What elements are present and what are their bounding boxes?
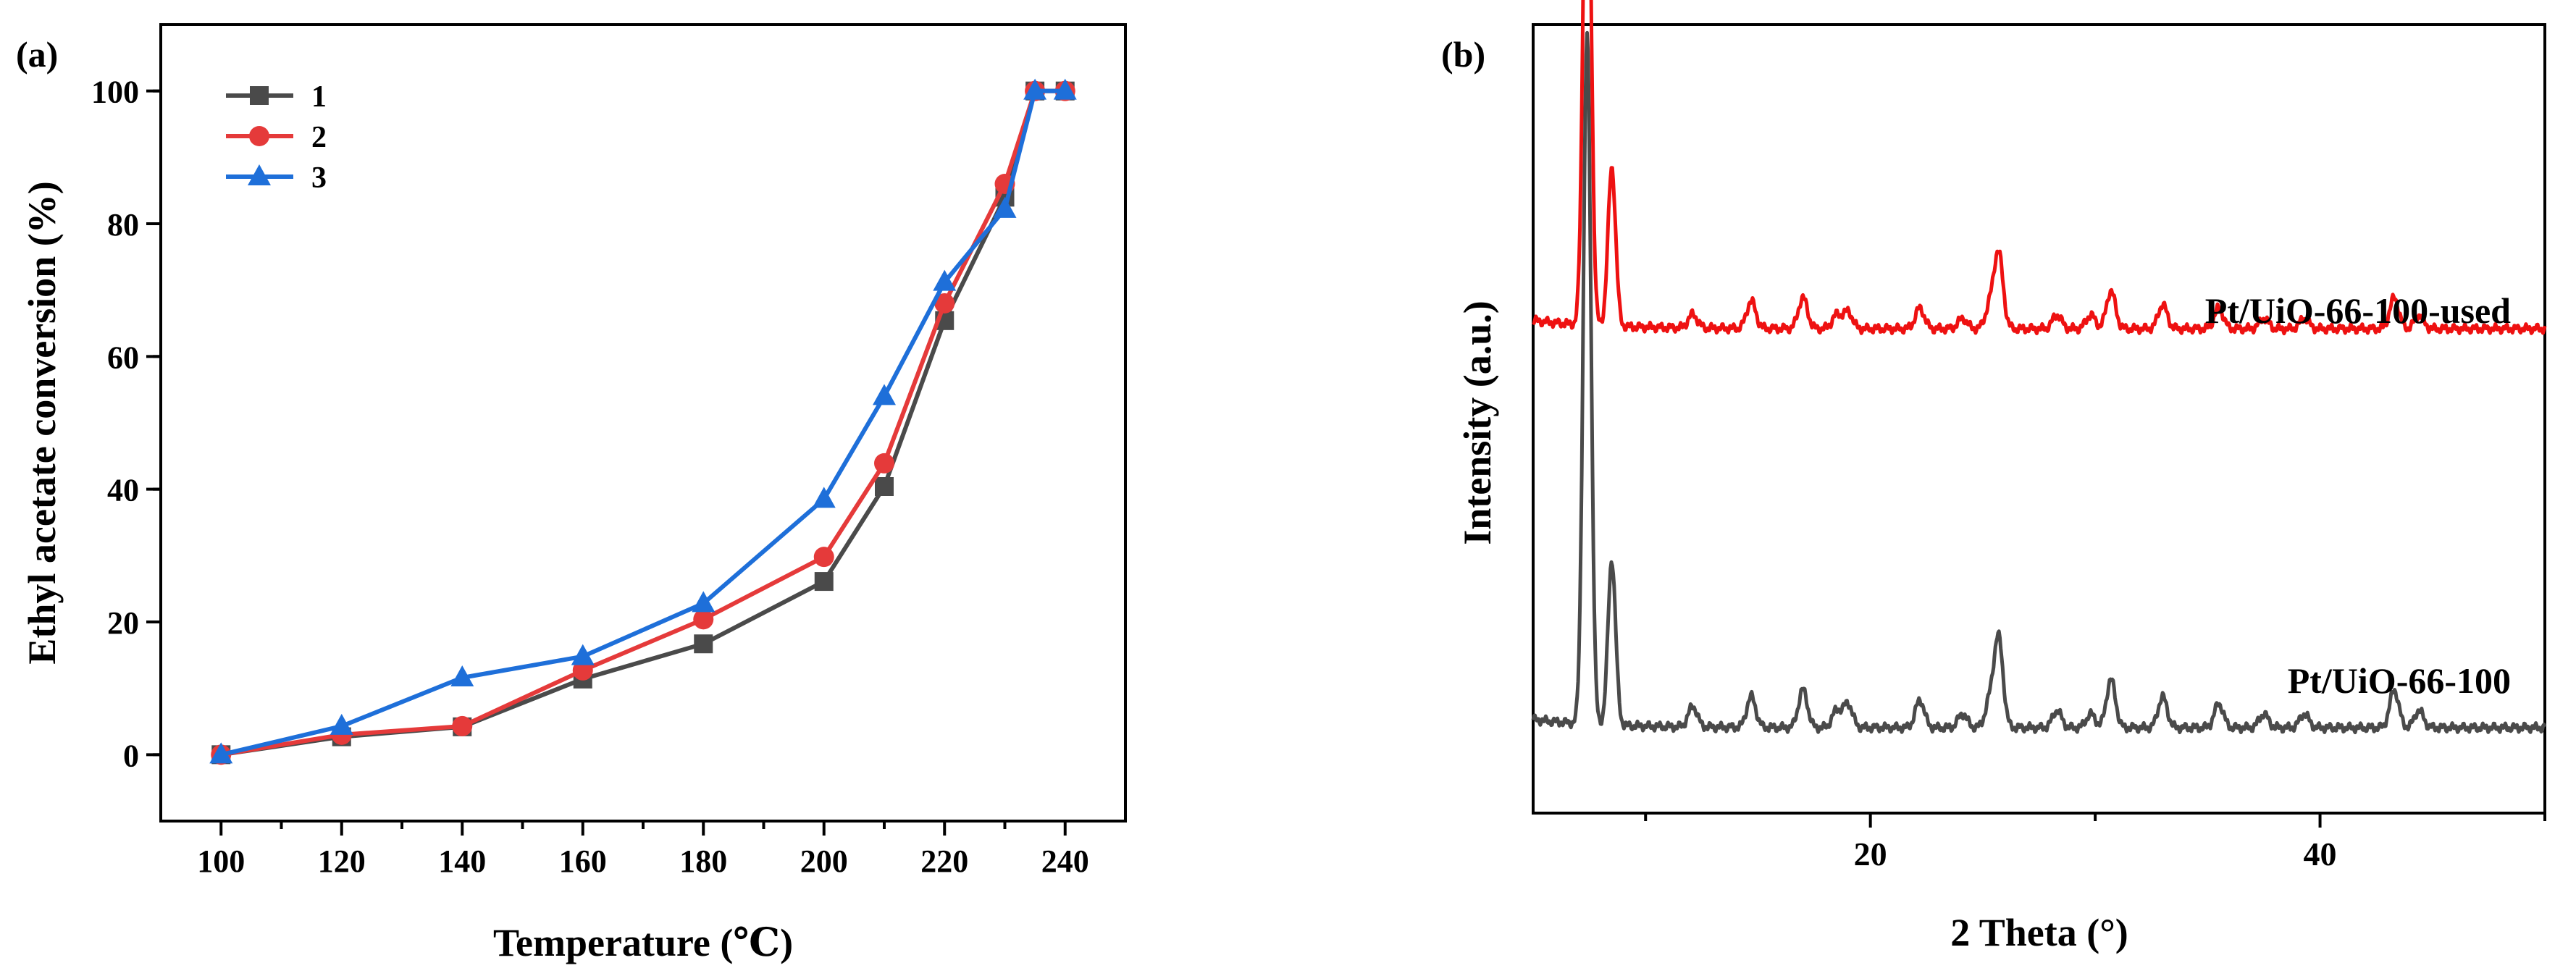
- series-2-point: [572, 660, 593, 681]
- panel-a-y-axis-label: Ethyl acetate conversion (%): [20, 181, 64, 664]
- panel-b-y-axis-label: Intensity (a.u.): [1456, 300, 1499, 545]
- series-3-line: [220, 88, 1065, 757]
- panel-a-series: [209, 78, 1077, 765]
- panel-b-x-tick-label: 40: [2304, 836, 2337, 872]
- series-3-point: [933, 269, 957, 291]
- panel-b: (b) 20 40 Pt/UiO-66-100-used Pt/UiO-66-10…: [1441, 0, 2547, 954]
- series-label-pt-uio-66-100-used: Pt/UiO-66-100-used: [2205, 290, 2511, 331]
- series-3-point: [209, 742, 233, 764]
- series-1-point: [694, 634, 713, 654]
- panel-b-x-axis-label: 2 Theta (°): [1950, 911, 2128, 954]
- series-2-point: [452, 715, 473, 736]
- panel-a-x-ticks: 100 120 140 160 180 200 220 240: [197, 821, 1089, 879]
- legend-label-1: 1: [311, 80, 327, 114]
- panel-a-x-tick-label: 120: [318, 844, 366, 879]
- legend-marker-3: [248, 164, 271, 185]
- panel-a-x-tick-label: 200: [800, 844, 848, 879]
- series-label-pt-uio-66-100: Pt/UiO-66-100: [2288, 660, 2511, 701]
- xrd-pattern-pt-uio-66-100: [1531, 30, 2547, 735]
- series-3-point: [571, 644, 595, 665]
- panel-a-x-axis-label: Temperature (℃): [493, 921, 793, 964]
- panel-b-frame: [1532, 23, 2546, 815]
- panel-a-frame: [159, 23, 1127, 823]
- series-3-point: [993, 196, 1017, 218]
- series-3-point: [450, 665, 474, 686]
- panel-b-series: [1531, 0, 2547, 735]
- panel-a-x-tick-label: 100: [197, 844, 245, 879]
- panel-a-x-tick-label: 220: [920, 844, 968, 879]
- panel-a-y-tick-label: 20: [107, 605, 139, 641]
- legend-label-2: 2: [311, 121, 327, 154]
- xrd-pattern-pt-uio-66-100-used: [1532, 0, 2547, 336]
- series-1-line: [220, 88, 1065, 757]
- series-2-point: [934, 293, 955, 314]
- panel-a-x-tick-label: 160: [559, 844, 607, 879]
- panel-b-label: (b): [1441, 34, 1485, 75]
- series-2-point: [813, 547, 834, 568]
- series-1-point: [814, 572, 834, 592]
- series-3-point: [1023, 78, 1047, 100]
- panel-b-x-ticks: 20 40: [1644, 813, 2546, 872]
- panel-a-y-tick-label: 0: [123, 738, 139, 773]
- panel-a-y-tick-label: 60: [107, 340, 139, 375]
- series-3-point: [692, 591, 716, 613]
- series-2-line: [220, 88, 1065, 757]
- legend-marker-2: [249, 126, 269, 146]
- series-3-point: [1053, 78, 1077, 100]
- panel-a-x-tick-label: 140: [438, 844, 486, 879]
- panel-a-y-tick-label: 100: [91, 75, 139, 110]
- legend-marker-1: [250, 86, 269, 105]
- panel-a: (a) 0 20 40 60 80 100 100 120 140 160 180 200 220 24…: [16, 23, 1127, 964]
- series-3-point: [330, 713, 353, 735]
- panel-a-x-tick-label: 240: [1041, 844, 1089, 879]
- panel-a-y-tick-label: 40: [107, 473, 139, 508]
- legend-label-3: 3: [311, 161, 327, 195]
- panel-a-y-ticks: 0 20 40 60 80 100: [91, 75, 161, 773]
- panel-b-x-tick-label: 20: [1854, 836, 1887, 872]
- panel-a-x-tick-label: 180: [679, 844, 727, 879]
- series-2-point: [693, 609, 714, 630]
- series-3-point: [812, 487, 836, 508]
- panel-a-legend: 1 2 3: [226, 80, 327, 195]
- series-1-point: [875, 477, 894, 496]
- series-3-point: [873, 384, 896, 405]
- panel-a-label: (a): [16, 34, 58, 75]
- series-2-point: [874, 453, 894, 474]
- panel-a-y-tick-label: 80: [107, 207, 139, 243]
